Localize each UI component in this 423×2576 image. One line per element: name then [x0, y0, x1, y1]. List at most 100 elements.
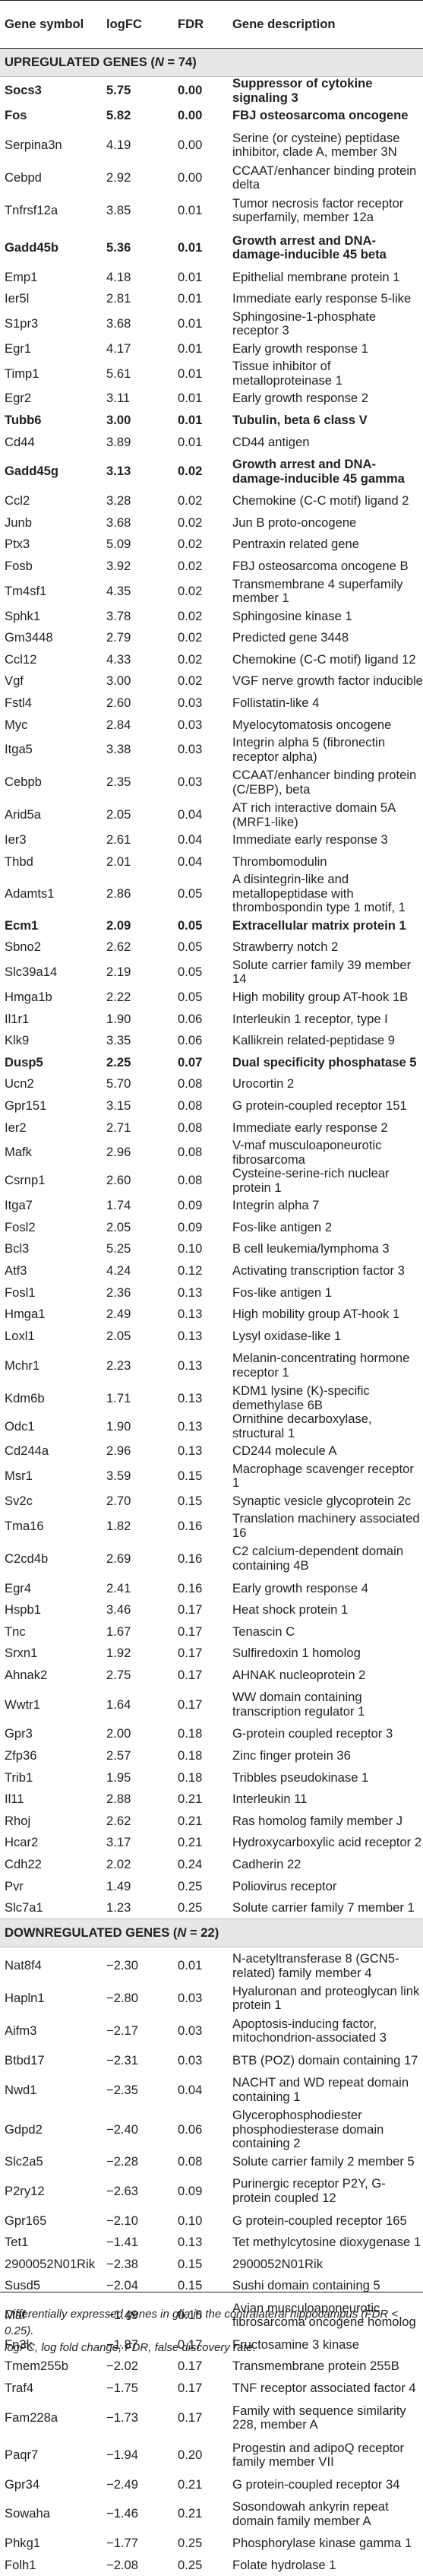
- gene-symbol-cell: Msr1: [0, 1462, 102, 1491]
- gene-symbol-cell: Tmem255b: [0, 2356, 102, 2378]
- logfc-cell: 2.69: [102, 1540, 173, 1577]
- gene-description-cell: CCAAT/enhancer binding protein (C/EBP), …: [228, 764, 423, 801]
- fdr-cell: 0.25: [173, 2555, 228, 2576]
- gene-description-cell: Purinergic receptor P2Y, G-protein coupl…: [228, 2172, 423, 2210]
- gene-symbol-cell: Csrnp1: [0, 1167, 102, 1195]
- gene-symbol-cell: Sowaha: [0, 2495, 102, 2533]
- logfc-cell: 2.35: [102, 764, 173, 801]
- logfc-cell: 3.17: [102, 1832, 173, 1854]
- fdr-cell: 0.08: [173, 1167, 228, 1195]
- gene-description-cell: Lysyl oxidase-like 1: [228, 1326, 423, 1348]
- fdr-cell: 0.17: [173, 2400, 228, 2437]
- gene-description-cell: N-acetyltransferase 8 (GCN5-related) fam…: [228, 1947, 423, 1985]
- fdr-cell: 0.02: [173, 534, 228, 556]
- table-header-row: Gene symbol logFC FDR Gene description: [0, 1, 423, 49]
- fdr-cell: 0.03: [173, 764, 228, 801]
- gene-description-cell: G protein-coupled receptor 165: [228, 2210, 423, 2232]
- gene-description-cell: V-maf musculoaponeurotic fibrosarcoma: [228, 1139, 423, 1167]
- fdr-cell: 0.01: [173, 267, 228, 289]
- fdr-cell: 0.18: [173, 1745, 228, 1767]
- gene-description-cell: Ras homolog family member J: [228, 1811, 423, 1833]
- gene-description-cell: Growth arrest and DNA-damage-inducible 4…: [228, 230, 423, 267]
- gene-symbol-cell: Fosl2: [0, 1217, 102, 1239]
- fdr-cell: 0.17: [173, 1643, 228, 1665]
- fdr-cell: 0.06: [173, 2109, 228, 2151]
- fdr-cell: 0.02: [173, 670, 228, 692]
- gene-symbol-cell: Tet1: [0, 2232, 102, 2254]
- fdr-cell: 0.04: [173, 829, 228, 851]
- gene-description-cell: Macrophage scavenger receptor 1: [228, 1462, 423, 1491]
- section-title: DOWNREGULATED GENES (N = 22): [0, 1919, 423, 1947]
- fdr-cell: 0.16: [173, 1540, 228, 1577]
- gene-symbol-cell: Gpr3: [0, 1723, 102, 1745]
- logfc-cell: 1.90: [102, 1009, 173, 1031]
- gene-description-cell: High mobility group AT-hook 1B: [228, 987, 423, 1009]
- gene-description-cell: Cysteine-serine-rich nuclear protein 1: [228, 1167, 423, 1195]
- gene-symbol-cell: Cdh22: [0, 1854, 102, 1876]
- logfc-cell: 2.05: [102, 801, 173, 829]
- gene-symbol-cell: 2900052N01Rik: [0, 2254, 102, 2276]
- fdr-cell: 0.10: [173, 1238, 228, 1260]
- fdr-cell: 0.02: [173, 649, 228, 671]
- logfc-cell: 2.60: [102, 1167, 173, 1195]
- fdr-cell: 0.21: [173, 1789, 228, 1811]
- logfc-cell: 2.84: [102, 714, 173, 737]
- logfc-cell: 4.35: [102, 578, 173, 606]
- gene-description-cell: Activating transcription factor 3: [228, 1260, 423, 1282]
- gene-symbol-cell: Btbd17: [0, 2050, 102, 2072]
- gene-description-cell: Hyaluronan and proteoglycan link protein…: [228, 1985, 423, 2013]
- logfc-cell: 1.64: [102, 1686, 173, 1723]
- fdr-cell: 0.01: [173, 230, 228, 267]
- gene-description-cell: Jun B proto-oncogene: [228, 512, 423, 534]
- gene-symbol-cell: Trib1: [0, 1767, 102, 1789]
- gene-description-cell: Cadherin 22: [228, 1854, 423, 1876]
- logfc-cell: 3.38: [102, 736, 173, 764]
- logfc-cell: 4.24: [102, 1260, 173, 1282]
- fdr-cell: 0.01: [173, 360, 228, 388]
- logfc-cell: −2.38: [102, 2254, 173, 2276]
- fdr-cell: 0.02: [173, 578, 228, 606]
- logfc-cell: 2.62: [102, 936, 173, 958]
- fdr-cell: 0.04: [173, 2071, 228, 2109]
- fdr-cell: 0.17: [173, 2378, 228, 2400]
- logfc-cell: −2.10: [102, 2210, 173, 2232]
- section-title: UPREGULATED GENES (N = 74): [0, 49, 423, 77]
- gene-description-cell: Strawberry notch 2: [228, 936, 423, 958]
- gene-description-cell: Early growth response 2: [228, 388, 423, 410]
- fdr-cell: 0.03: [173, 2013, 228, 2050]
- fdr-cell: 0.05: [173, 915, 228, 937]
- gene-symbol-cell: Rhoj: [0, 1811, 102, 1833]
- logfc-cell: 2.05: [102, 1217, 173, 1239]
- col-header-description: Gene description: [228, 1, 423, 49]
- fdr-cell: 0.03: [173, 736, 228, 764]
- gene-symbol-cell: Tma16: [0, 1512, 102, 1540]
- gene-description-cell: WW domain containing transcription regul…: [228, 1686, 423, 1723]
- logfc-cell: 2.49: [102, 1304, 173, 1326]
- logfc-cell: 3.11: [102, 388, 173, 410]
- fdr-cell: 0.17: [173, 2356, 228, 2378]
- logfc-cell: 1.95: [102, 1767, 173, 1789]
- fdr-cell: 0.17: [173, 1621, 228, 1643]
